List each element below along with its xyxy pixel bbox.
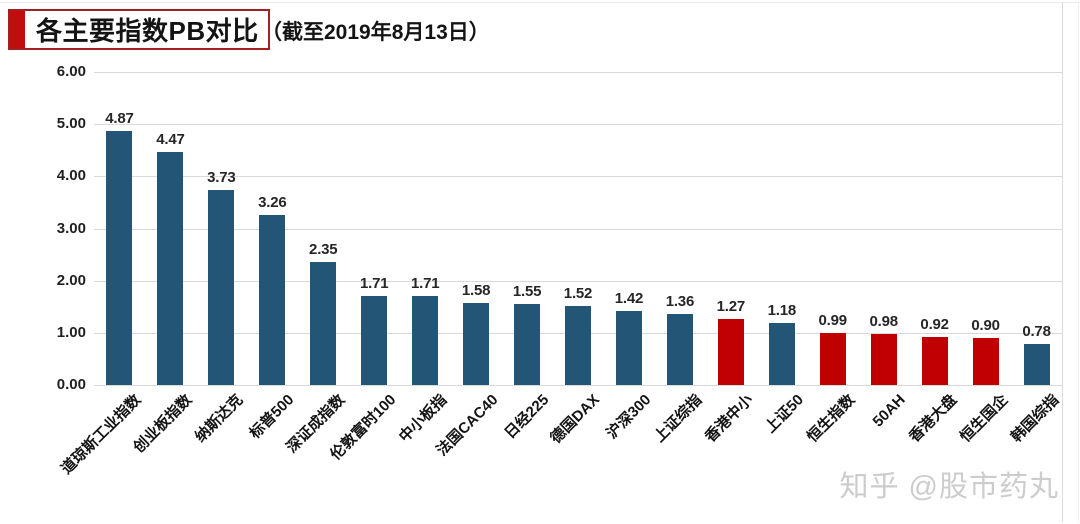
bar-value-label: 0.78 <box>1022 323 1051 341</box>
bar <box>361 295 388 385</box>
gridline <box>94 72 1062 73</box>
title-accent-bar <box>10 11 25 48</box>
bar <box>819 333 846 385</box>
gridline <box>94 280 1062 282</box>
y-axis-tick-label: 6.00 <box>56 63 86 80</box>
plot-right-border-line <box>1062 2 1063 522</box>
x-axis-category-label: 道琼斯工业指数 <box>58 391 145 478</box>
bar <box>106 130 133 385</box>
watermark: 知乎 @股市药丸 <box>839 471 1059 503</box>
gridline <box>94 124 1062 126</box>
x-axis-category-label: 标普500 <box>246 391 298 443</box>
bar <box>921 337 948 385</box>
x-axis-category-label: 恒生国企 <box>956 391 1011 446</box>
bar <box>412 295 439 385</box>
x-axis-category-label: 50AH <box>869 391 910 431</box>
bar-value-label: 1.71 <box>410 274 440 292</box>
bar <box>717 318 744 385</box>
bar-value-label: 2.35 <box>309 241 338 259</box>
bar-value-label: 1.42 <box>614 289 644 307</box>
y-axis-tick-label: 5.00 <box>56 115 86 133</box>
y-axis-tick-label: 3.00 <box>56 219 86 237</box>
bar-value-label: 1.58 <box>461 281 491 299</box>
x-axis-category-label: 德国DAX <box>547 391 604 447</box>
x-axis-category-label: 纳斯达克 <box>192 391 247 446</box>
bar-value-label: 3.26 <box>258 193 287 211</box>
bar <box>565 305 591 385</box>
bar-value-label: 1.55 <box>512 283 542 301</box>
bar-value-label: 0.99 <box>818 312 848 330</box>
bar <box>870 333 897 385</box>
x-axis-category-label: 日经225 <box>501 391 553 443</box>
bar <box>157 151 184 385</box>
bar <box>463 302 490 385</box>
bar <box>259 214 286 385</box>
bar-value-label: 1.18 <box>767 302 797 320</box>
y-axis-tick-label: 4.00 <box>56 167 86 185</box>
bar-value-label: 1.52 <box>563 284 593 302</box>
bar-value-label: 3.73 <box>207 169 236 187</box>
x-axis-category-label: 上证50 <box>762 391 808 437</box>
bar <box>768 323 795 385</box>
chart-title: 各主要指数PB对比 <box>36 16 259 46</box>
bar-value-label: 4.47 <box>156 130 185 148</box>
bar-value-label: 0.90 <box>971 317 1000 335</box>
bar <box>615 310 642 385</box>
bar <box>514 304 541 385</box>
bar <box>972 338 999 385</box>
y-axis-tick-label: 2.00 <box>56 271 86 289</box>
bar <box>208 190 235 385</box>
bar-value-label: 1.71 <box>360 274 389 292</box>
bar-value-label: 0.92 <box>920 316 949 333</box>
gridline <box>94 228 1062 230</box>
chart-title-box: 各主要指数PB对比 <box>8 9 270 50</box>
gridline <box>94 176 1062 178</box>
x-axis-category-label: 香港中小 <box>701 391 757 446</box>
bar-value-label: 0.98 <box>869 312 898 330</box>
bar-value-label: 4.87 <box>105 109 134 127</box>
y-axis-tick-label: 1.00 <box>56 323 86 341</box>
gridline <box>94 385 1062 386</box>
chart-subtitle: （截至2019年8月13日） <box>261 21 490 44</box>
x-axis-category-label: 香港大盘 <box>905 391 960 446</box>
bar-value-label: 1.36 <box>665 293 695 311</box>
x-axis-category-label: 恒生指数 <box>803 391 859 446</box>
bar <box>1023 344 1050 385</box>
y-axis-tick-label: 0.00 <box>56 376 86 393</box>
bar-value-label: 1.27 <box>716 297 746 315</box>
x-axis-category-label: 上证综指 <box>650 391 706 446</box>
bar <box>666 314 693 385</box>
x-axis-category-label: 韩国综指 <box>1007 391 1062 446</box>
page-right-edge-line <box>1078 2 1079 522</box>
x-axis-category-label: 沪深300 <box>603 391 655 443</box>
top-border-line <box>0 2 1080 3</box>
bar <box>310 262 337 385</box>
